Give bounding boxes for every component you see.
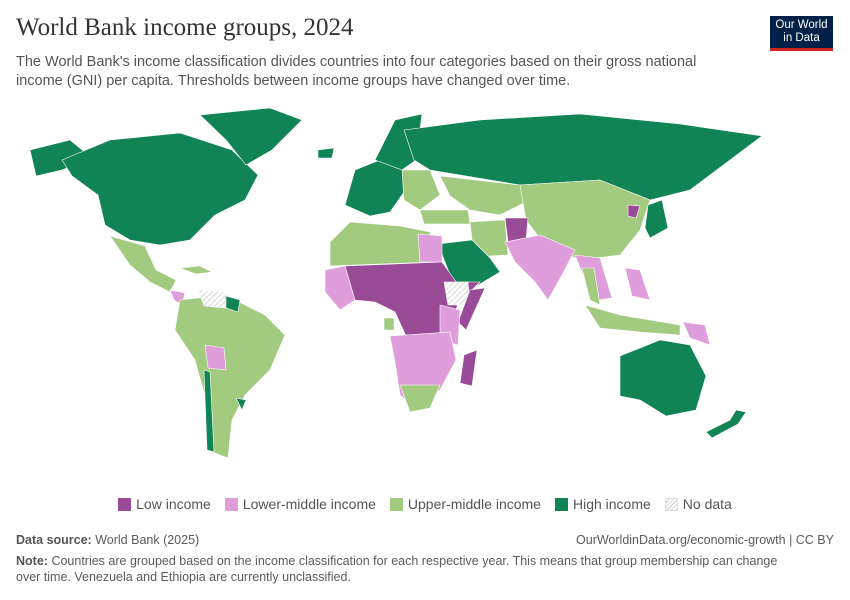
uruguay[interactable] [235,397,247,411]
russia[interactable] [403,113,763,201]
chile[interactable] [203,369,215,453]
note: Note: Countries are grouped based on the… [16,553,796,585]
note-label: Note: [16,554,48,568]
legend-swatch [554,497,568,511]
legend-label: Low income [136,496,211,512]
source-link[interactable]: World Bank (2025) [95,533,200,547]
legend-swatch [664,497,678,511]
indonesia[interactable] [584,304,681,336]
egypt[interactable] [417,233,443,263]
chart-title: World Bank income groups, 2024 [16,14,354,41]
greenland[interactable] [199,107,303,166]
somalia[interactable] [457,287,486,331]
bolivia[interactable] [204,344,227,371]
data-source: Data source: World Bank (2025) [16,533,199,547]
legend: Low income Lower-middle income Upper-mid… [0,496,850,512]
south-africa[interactable] [399,384,441,413]
philippines[interactable] [624,267,651,301]
owid-logo[interactable]: Our World in Data [770,16,833,51]
australia[interactable] [619,339,707,417]
west-africa-coast[interactable] [324,265,356,311]
turkey[interactable] [419,209,471,225]
legend-item-upper-middle[interactable]: Upper-middle income [389,496,541,512]
south-america[interactable] [174,294,286,459]
japan[interactable] [644,199,669,239]
legend-label: No data [682,496,732,512]
legend-swatch [224,497,238,511]
png[interactable] [682,321,711,346]
iran[interactable] [469,219,509,257]
eastern-europe[interactable] [401,169,441,211]
note-text: Countries are grouped based on the incom… [16,554,778,584]
china[interactable] [519,179,651,261]
legend-item-high[interactable]: High income [554,496,651,512]
north-africa[interactable] [329,221,433,267]
south-asia[interactable] [504,234,576,301]
legend-swatch [118,497,132,511]
iceland[interactable] [317,147,335,159]
gabon[interactable] [383,317,395,331]
legend-label: Lower-middle income [242,496,376,512]
legend-item-no-data[interactable]: No data [664,496,732,512]
legend-item-low[interactable]: Low income [118,496,211,512]
legend-label: Upper-middle income [407,496,541,512]
guyana-suriname[interactable] [225,295,241,313]
chart-subtitle: The World Bank's income classification d… [16,54,697,89]
canada-usa[interactable] [61,132,259,246]
new-zealand[interactable] [705,409,747,439]
legend-item-lower-middle[interactable]: Lower-middle income [224,496,376,512]
world-map[interactable] [0,100,850,480]
source-url[interactable]: OurWorldinData.org/economic-growth | CC … [576,533,834,547]
thailand-malaysia[interactable] [581,267,601,306]
legend-label: High income [572,496,651,512]
source-label: Data source: [16,533,92,547]
north-korea[interactable] [627,204,641,219]
caribbean[interactable] [179,265,214,275]
legend-swatch [389,497,403,511]
madagascar[interactable] [459,349,478,387]
mexico[interactable] [109,235,177,293]
